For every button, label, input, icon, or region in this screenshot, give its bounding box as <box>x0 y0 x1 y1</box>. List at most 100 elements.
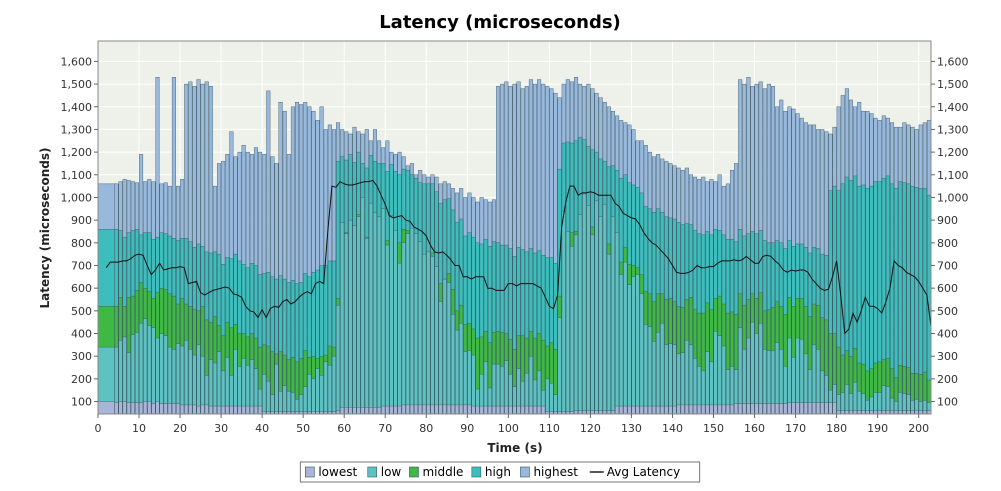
bar-lowest <box>844 410 849 415</box>
bar-lowest <box>528 405 533 415</box>
bar-lowest <box>114 402 119 415</box>
bar-low <box>557 317 562 415</box>
y-tick-label: 1,000 <box>61 191 93 204</box>
bar-low <box>635 274 640 415</box>
bar-low <box>569 246 574 415</box>
y-tick-label: 1,200 <box>61 146 93 159</box>
bar-low <box>381 208 386 415</box>
bar-low <box>274 363 279 415</box>
bar-low <box>598 216 603 415</box>
bar-low <box>327 365 332 415</box>
bar-low <box>561 210 566 415</box>
bar-low <box>315 368 320 415</box>
bar-lowest <box>779 403 784 415</box>
bar-lowest <box>233 405 238 415</box>
x-tick-label: 140 <box>662 422 683 435</box>
bar-lowest <box>188 404 193 415</box>
legend-label: low <box>381 465 402 479</box>
x-tick-label: 200 <box>908 422 929 435</box>
bar-lowest <box>807 402 812 415</box>
bar-low <box>241 358 246 415</box>
bar-low <box>688 344 693 415</box>
legend-label: highest <box>533 465 578 479</box>
bar-lowest <box>336 410 341 415</box>
bar-lowest <box>857 410 862 415</box>
bar-low <box>463 351 468 415</box>
bar-lowest <box>853 410 858 415</box>
bar-lowest <box>881 410 886 415</box>
x-tick-label: 80 <box>419 422 433 435</box>
bar-low <box>717 335 722 415</box>
bar-low <box>208 359 213 415</box>
bar-lowest <box>163 403 168 415</box>
y-tick-label: 700 <box>71 259 92 272</box>
bar-lowest <box>397 405 402 415</box>
bar-low <box>393 230 398 415</box>
bar-lowest <box>422 404 427 415</box>
bar-low <box>401 242 406 415</box>
x-tick-label: 30 <box>214 422 228 435</box>
bar-lowest <box>766 403 771 415</box>
y-tick-label: 900 <box>71 214 92 227</box>
bar-lowest <box>249 405 254 415</box>
bar-lowest <box>204 404 209 415</box>
bar-lowest <box>877 410 882 415</box>
bar-lowest <box>512 405 517 415</box>
bar-lowest <box>906 410 911 415</box>
bar-lowest <box>217 405 222 415</box>
bar-lowest <box>208 405 213 415</box>
bar-lowest <box>861 410 866 415</box>
bar-lowest <box>352 406 357 415</box>
bar-lowest <box>508 405 513 415</box>
x-tick-label: 20 <box>173 422 187 435</box>
bar-lowest <box>491 405 496 415</box>
bar-lowest <box>372 406 377 415</box>
bar-low <box>360 197 365 415</box>
bar-lowest <box>725 404 730 415</box>
bar-low <box>684 340 689 415</box>
bar-lowest <box>442 404 447 415</box>
bar-lowest <box>434 404 439 415</box>
x-tick-label: 10 <box>132 422 146 435</box>
bar-low <box>442 278 447 415</box>
bar-lowest <box>524 405 529 415</box>
bar-low <box>356 216 361 415</box>
bar-lowest <box>824 402 829 415</box>
bar-low <box>528 355 533 415</box>
bar-lowest <box>869 410 874 415</box>
x-tick-label: 70 <box>378 422 392 435</box>
y2-tick-label: 400 <box>937 328 958 341</box>
bar-lowest <box>471 405 476 415</box>
bar-low <box>652 341 657 415</box>
bar-low <box>553 394 558 415</box>
bar-low <box>615 232 620 415</box>
bar-lowest <box>180 404 185 415</box>
y-tick-label: 1,100 <box>61 169 93 182</box>
bar-lowest <box>631 405 636 415</box>
legend-label: lowest <box>318 465 357 479</box>
bar-lowest <box>459 404 464 415</box>
bar-lowest <box>368 406 373 415</box>
bar-low <box>590 234 595 415</box>
bar-lowest <box>533 405 538 415</box>
bar-low <box>344 233 349 415</box>
legend-label: middle <box>422 465 463 479</box>
bar-lowest <box>155 401 160 415</box>
bar-lowest <box>627 405 632 415</box>
bar-lowest <box>537 405 542 415</box>
bar-lowest <box>820 402 825 415</box>
bar-low <box>270 394 275 415</box>
bar-low <box>853 382 858 415</box>
bar-lowest <box>803 402 808 415</box>
bar-low <box>348 219 353 415</box>
bar-lowest <box>902 410 907 415</box>
bar-lowest <box>500 405 505 415</box>
bar-lowest <box>245 405 250 415</box>
bar-lowest <box>409 404 414 415</box>
bar-lowest <box>873 410 878 415</box>
bar-lowest <box>746 403 751 415</box>
bar-low <box>426 251 431 415</box>
bar-lowest <box>738 403 743 415</box>
y2-tick-label: 300 <box>937 350 958 363</box>
